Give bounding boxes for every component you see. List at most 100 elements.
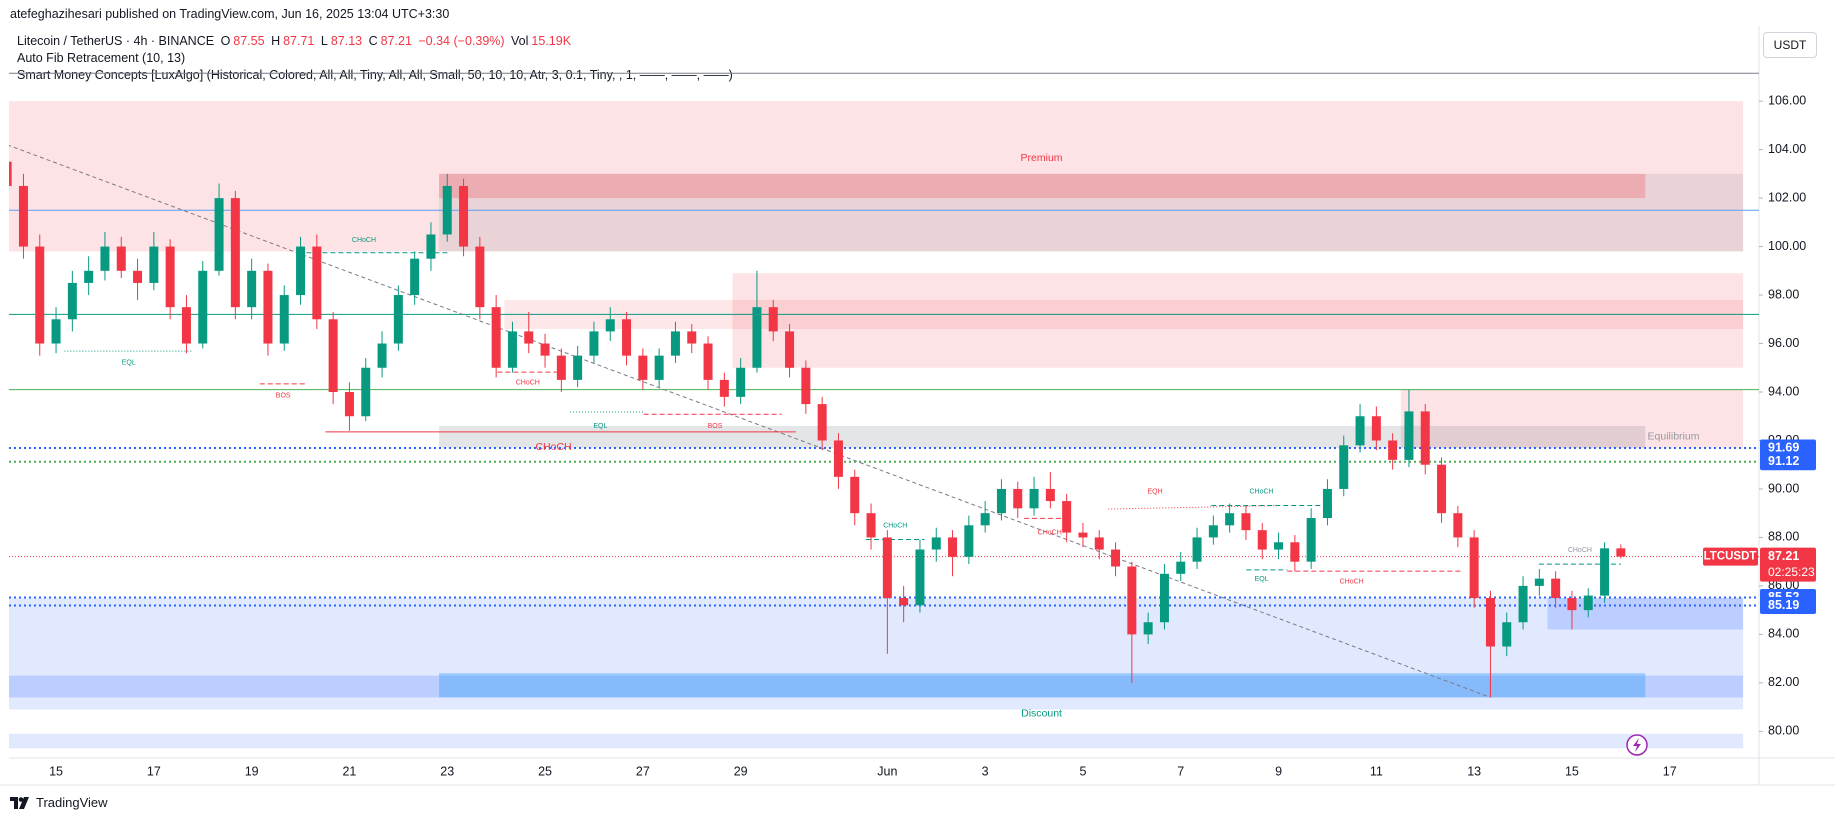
price-tag-bg (1760, 439, 1816, 457)
x-tick-label: 17 (1663, 764, 1677, 778)
y-tick-label: 98.00 (1768, 287, 1799, 301)
candle-body (410, 258, 420, 296)
candle-body (1225, 513, 1235, 526)
candle-body (475, 246, 485, 308)
price-tag-bg (1760, 597, 1816, 615)
candle-body (703, 343, 713, 380)
candle-body (149, 246, 159, 283)
x-tick-label: 19 (245, 764, 259, 778)
candle-body (459, 185, 469, 247)
candle-body (1371, 416, 1381, 441)
candle-body (377, 343, 387, 368)
legend-label: O (220, 34, 231, 48)
candle-body (670, 331, 680, 356)
annotation: EQL (122, 360, 136, 367)
candle-body (915, 549, 925, 606)
y-tick-label: 84.00 (1768, 627, 1799, 641)
indicator-name[interactable]: Smart Money Concepts [LuxAlgo] (Historic… (17, 68, 733, 82)
candle-body (507, 331, 517, 368)
candle-body (1029, 488, 1039, 509)
x-tick-label: 11 (1370, 764, 1383, 778)
y-tick-label: 96.00 (1768, 336, 1799, 350)
symbol-tag: LTCUSDT (1704, 551, 1757, 563)
candle-body (1339, 445, 1349, 489)
candle-body (279, 295, 289, 344)
candle-body (573, 355, 583, 380)
annotation: CHoCH (352, 237, 376, 244)
candle-body (442, 185, 452, 235)
brand-logo (10, 796, 29, 809)
candle-body (328, 319, 338, 392)
candle-body (833, 440, 843, 477)
price-tag: 85.19 (1768, 598, 1799, 612)
x-tick-label: 15 (49, 764, 63, 778)
y-tick-label: 82.00 (1768, 675, 1799, 689)
legend-value: 87.55 (233, 34, 265, 48)
symbol-legend: Litecoin / TetherUS · 4h · BINANCE O 87.5… (17, 34, 574, 48)
candle-body (882, 537, 892, 599)
candle-body (1322, 488, 1332, 519)
candle-body (247, 270, 257, 308)
candle-body (1306, 518, 1316, 562)
candle-body (1600, 548, 1610, 596)
candle-body (817, 404, 827, 441)
candle-body (230, 198, 240, 308)
legend-label: H (271, 34, 281, 48)
y-tick-label: 80.00 (1768, 724, 1799, 738)
candle-body (719, 379, 729, 397)
symbol: Litecoin / TetherUS · 4h · BINANCE (17, 34, 215, 48)
candle-body (1518, 585, 1528, 623)
alert-icon[interactable] (1626, 734, 1648, 756)
annotation: EQH (1147, 488, 1162, 495)
zone (9, 598, 1744, 710)
annotation: CHoCH (1038, 529, 1062, 536)
currency-button[interactable]: USDT (1763, 32, 1817, 58)
candle-body (296, 246, 306, 296)
last-price: 87.21 (1768, 549, 1799, 563)
candle-body (1534, 578, 1544, 586)
legend-change: −0.34 (−0.39%) (418, 34, 505, 48)
candle-body (1551, 578, 1561, 599)
candle-body (1013, 488, 1023, 509)
candle-body (1567, 598, 1577, 611)
candle-body (181, 307, 191, 344)
candle-body (850, 476, 860, 514)
candle-body (1437, 464, 1447, 514)
candle-body (1453, 513, 1463, 538)
x-tick-label: 9 (1275, 764, 1282, 778)
candle-body (51, 319, 61, 344)
symbol-tag-bg (1703, 547, 1758, 566)
candle-body (165, 246, 175, 308)
zone (9, 675, 1744, 698)
candle-body (1094, 537, 1104, 550)
x-tick-label: 5 (1079, 764, 1086, 778)
candle-body (1485, 598, 1495, 647)
candle-body (948, 537, 958, 557)
candle-body (622, 319, 632, 356)
candle-body (1583, 595, 1593, 611)
zone (439, 673, 1646, 698)
annotation: Equilibrium (1648, 430, 1700, 442)
candle-body (9, 161, 12, 186)
x-tick-label: 7 (1177, 764, 1184, 778)
candle-body (1062, 501, 1072, 533)
plot-area: Premium Equilibrium Discount CHoCH EQL BOS CHo… (9, 72, 1759, 749)
candle-body (785, 331, 795, 368)
legend-volume: 15.19K (531, 34, 572, 48)
candle-body (980, 513, 990, 526)
zone (439, 425, 1646, 448)
candle-body (1127, 566, 1137, 635)
indicator-name[interactable]: Auto Fib Retracement (10, 13) (17, 51, 186, 65)
candle-body (1111, 549, 1121, 567)
candle-body (198, 270, 208, 344)
overlay: 80.0082.0084.0086.0088.0090.0092.0094.00… (49, 93, 1816, 778)
candle-body (687, 331, 697, 344)
candle-body (426, 234, 436, 259)
y-tick-label: 94.00 (1768, 384, 1799, 398)
candle-body (1192, 537, 1202, 562)
annotation: CHoCH (535, 441, 571, 453)
x-tick-label: Jun (877, 764, 897, 778)
y-tick-label: 86.00 (1768, 578, 1799, 592)
publish-line: atefeghazihesari published on TradingVie… (10, 7, 450, 21)
